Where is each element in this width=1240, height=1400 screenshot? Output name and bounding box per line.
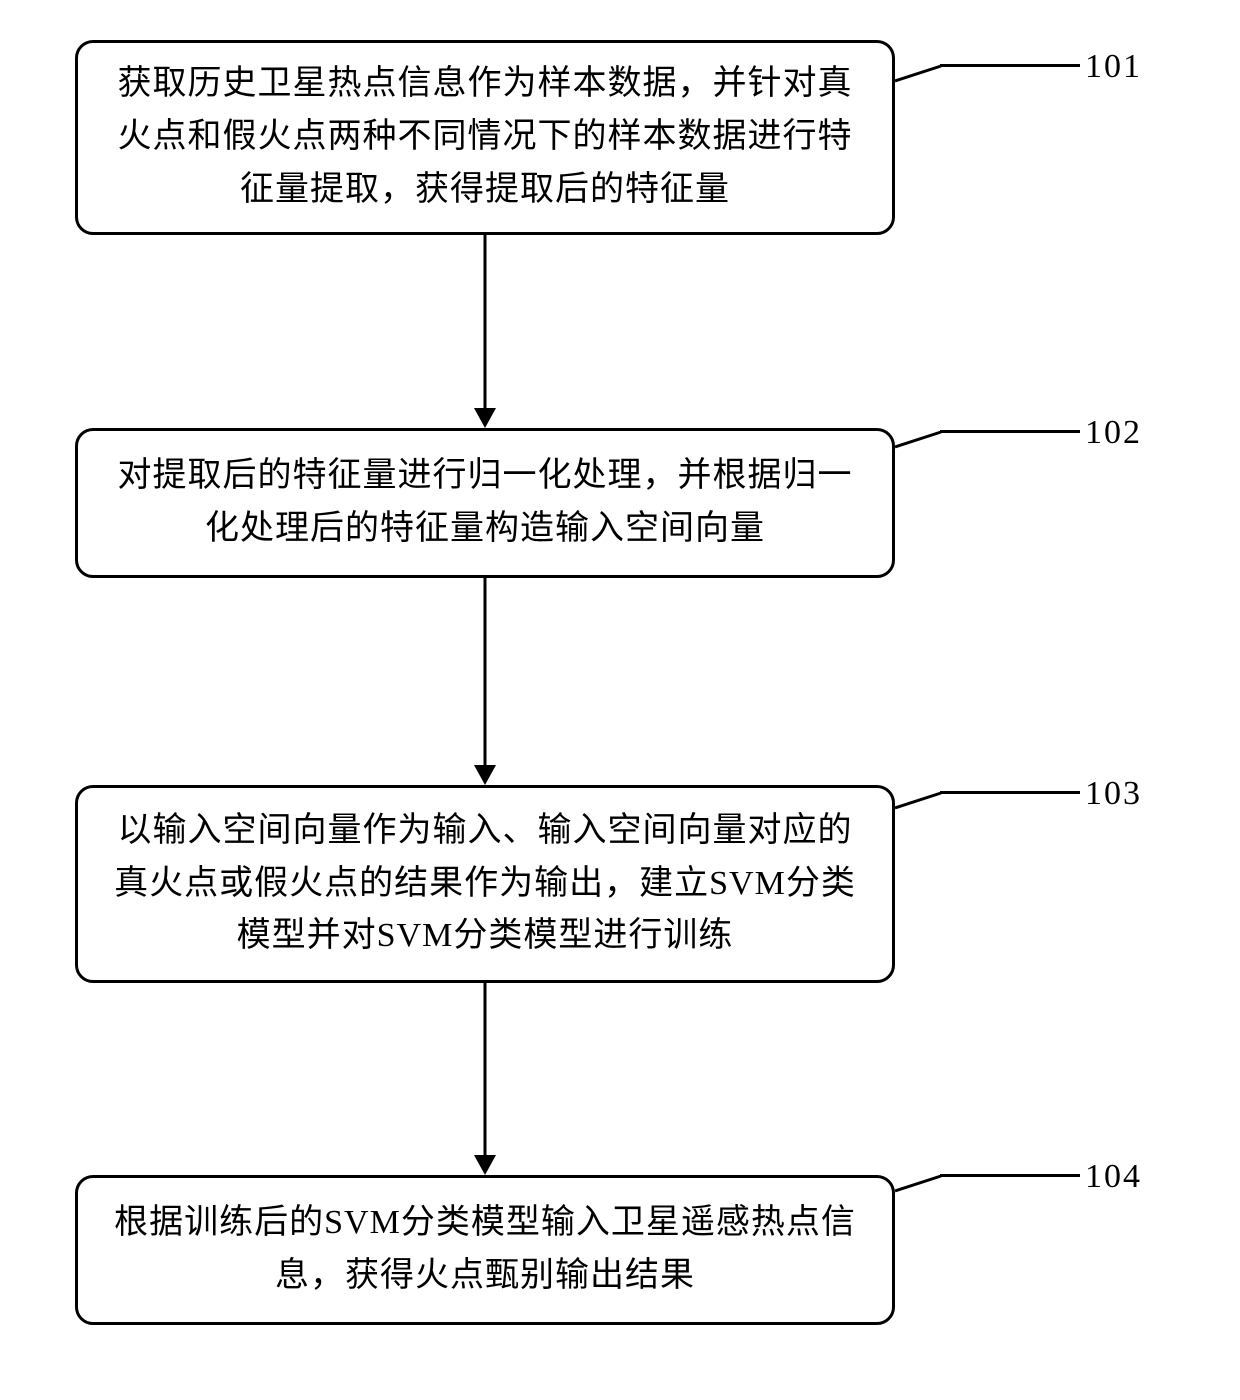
- step-box-4: 根据训练后的SVM分类模型输入卫星遥感热点信息，获得火点甄别输出结果: [75, 1175, 895, 1325]
- step-text-2: 对提取后的特征量进行归一化处理，并根据归一化处理后的特征量构造输入空间向量: [106, 450, 864, 555]
- step-text-3: 以输入空间向量作为输入、输入空间向量对应的真火点或假火点的结果作为输出，建立SV…: [106, 805, 864, 963]
- arrow-2-3-line: [484, 578, 487, 765]
- step-label-1: 101: [1085, 48, 1142, 86]
- step-box-2: 对提取后的特征量进行归一化处理，并根据归一化处理后的特征量构造输入空间向量: [75, 428, 895, 578]
- step-box-3: 以输入空间向量作为输入、输入空间向量对应的真火点或假火点的结果作为输出，建立SV…: [75, 785, 895, 983]
- step-label-4: 104: [1085, 1158, 1142, 1196]
- arrow-1-2-line: [484, 235, 487, 408]
- leader-h-4: [940, 1174, 1080, 1177]
- step-text-1: 获取历史卫星热点信息作为样本数据，并针对真火点和假火点两种不同情况下的样本数据进…: [106, 58, 864, 216]
- arrow-2-3-head: [474, 765, 496, 785]
- leader-h-3: [940, 791, 1080, 794]
- step-label-3: 103: [1085, 775, 1142, 813]
- arrow-3-4-head: [474, 1155, 496, 1175]
- leader-h-2: [940, 430, 1080, 433]
- leader-h-1: [940, 64, 1080, 67]
- leader-line-3: [895, 791, 943, 811]
- leader-line-2: [895, 430, 943, 450]
- arrow-1-2-head: [474, 408, 496, 428]
- leader-line-1: [895, 64, 943, 84]
- step-label-2: 102: [1085, 414, 1142, 452]
- arrow-3-4-line: [484, 983, 487, 1155]
- step-box-1: 获取历史卫星热点信息作为样本数据，并针对真火点和假火点两种不同情况下的样本数据进…: [75, 40, 895, 235]
- step-text-4: 根据训练后的SVM分类模型输入卫星遥感热点信息，获得火点甄别输出结果: [106, 1197, 864, 1302]
- leader-line-4: [895, 1174, 943, 1194]
